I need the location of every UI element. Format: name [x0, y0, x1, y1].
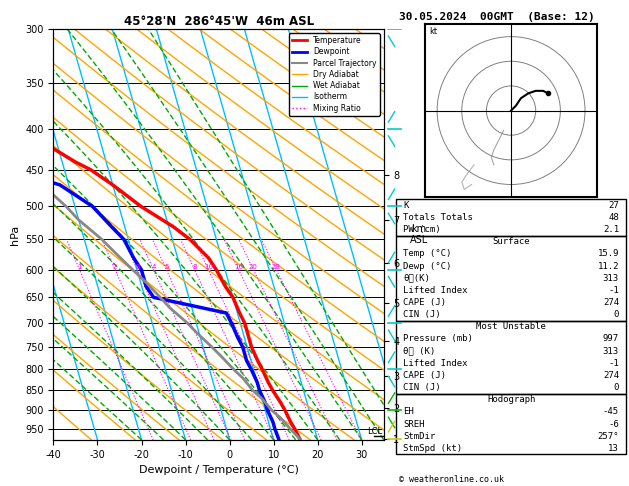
- Text: 274: 274: [603, 298, 619, 307]
- Text: Pressure (mb): Pressure (mb): [403, 334, 473, 344]
- Text: Lifted Index: Lifted Index: [403, 286, 467, 295]
- Text: 313: 313: [603, 274, 619, 283]
- Text: 15.9: 15.9: [598, 249, 619, 259]
- Text: Lifted Index: Lifted Index: [403, 359, 467, 368]
- Text: 4: 4: [151, 263, 155, 270]
- Text: 27: 27: [608, 201, 619, 210]
- Text: kt: kt: [430, 27, 438, 36]
- Text: 11.2: 11.2: [598, 261, 619, 271]
- X-axis label: Dewpoint / Temperature (°C): Dewpoint / Temperature (°C): [138, 465, 299, 475]
- Text: 257°: 257°: [598, 432, 619, 441]
- Text: 28: 28: [272, 263, 281, 270]
- Text: 16: 16: [234, 263, 243, 270]
- Text: 274: 274: [603, 371, 619, 380]
- Y-axis label: km
ASL: km ASL: [410, 224, 428, 245]
- Text: Totals Totals: Totals Totals: [403, 213, 473, 222]
- Text: 0: 0: [614, 383, 619, 392]
- Text: K: K: [403, 201, 408, 210]
- Text: -1: -1: [608, 286, 619, 295]
- Text: Temp (°C): Temp (°C): [403, 249, 452, 259]
- Title: 45°28'N  286°45'W  46m ASL: 45°28'N 286°45'W 46m ASL: [123, 15, 314, 28]
- Text: StmDir: StmDir: [403, 432, 435, 441]
- Text: -45: -45: [603, 407, 619, 417]
- Text: 0: 0: [614, 310, 619, 319]
- Text: 13: 13: [608, 444, 619, 453]
- Text: © weatheronline.co.uk: © weatheronline.co.uk: [399, 474, 504, 484]
- Text: 1: 1: [77, 263, 82, 270]
- Text: 20: 20: [249, 263, 258, 270]
- Text: 5: 5: [164, 263, 169, 270]
- Text: 3: 3: [135, 263, 140, 270]
- Text: LCL: LCL: [367, 427, 382, 435]
- Text: PW (cm): PW (cm): [403, 225, 441, 234]
- Text: θᴇ (K): θᴇ (K): [403, 347, 435, 356]
- Text: StmSpd (kt): StmSpd (kt): [403, 444, 462, 453]
- Text: CIN (J): CIN (J): [403, 310, 441, 319]
- Text: CAPE (J): CAPE (J): [403, 298, 446, 307]
- Text: 30.05.2024  00GMT  (Base: 12): 30.05.2024 00GMT (Base: 12): [399, 12, 595, 22]
- Text: Dewp (°C): Dewp (°C): [403, 261, 452, 271]
- Text: Most Unstable: Most Unstable: [476, 322, 546, 331]
- Text: Hodograph: Hodograph: [487, 395, 535, 404]
- Text: -6: -6: [608, 419, 619, 429]
- Legend: Temperature, Dewpoint, Parcel Trajectory, Dry Adiabat, Wet Adiabat, Isotherm, Mi: Temperature, Dewpoint, Parcel Trajectory…: [289, 33, 380, 116]
- Text: CAPE (J): CAPE (J): [403, 371, 446, 380]
- Text: CIN (J): CIN (J): [403, 383, 441, 392]
- Text: 10: 10: [204, 263, 213, 270]
- Y-axis label: hPa: hPa: [9, 225, 19, 244]
- Text: -1: -1: [608, 359, 619, 368]
- Text: SREH: SREH: [403, 419, 425, 429]
- Text: 2.1: 2.1: [603, 225, 619, 234]
- Text: θᴇ(K): θᴇ(K): [403, 274, 430, 283]
- Text: 997: 997: [603, 334, 619, 344]
- Text: 48: 48: [608, 213, 619, 222]
- Text: 8: 8: [192, 263, 197, 270]
- Text: 313: 313: [603, 347, 619, 356]
- Text: 2: 2: [113, 263, 118, 270]
- Text: Surface: Surface: [493, 237, 530, 246]
- Text: EH: EH: [403, 407, 414, 417]
